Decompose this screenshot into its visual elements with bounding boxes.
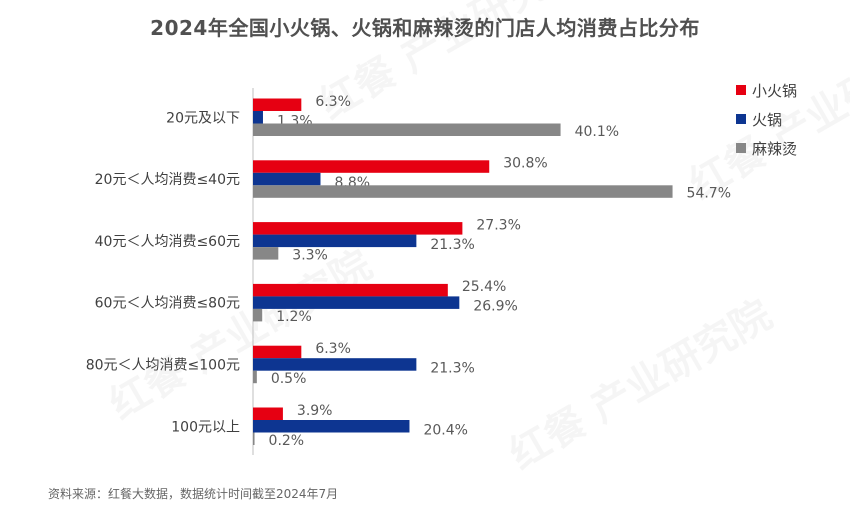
data-label: 21.3% (430, 237, 474, 253)
data-label: 6.3% (315, 341, 351, 357)
bar-麻辣烫 (253, 123, 561, 136)
legend-label: 麻辣烫 (752, 140, 797, 158)
category-label: 80元＜人均消费≤100元 (86, 357, 240, 373)
category-label: 20元及以下 (166, 110, 240, 126)
legend-label: 小火锅 (752, 82, 797, 100)
legend-swatch (736, 85, 746, 95)
data-label: 3.9% (297, 403, 333, 419)
legend-swatch (736, 114, 746, 124)
data-label: 6.3% (315, 94, 351, 110)
chart-title: 2024年全国小火锅、火锅和麻辣烫的门店人均消费占比分布 (150, 16, 700, 40)
category-label: 40元＜人均消费≤60元 (95, 234, 240, 250)
category-label: 100元以上 (171, 419, 240, 435)
bar-小火锅 (253, 98, 302, 111)
bar-火锅 (253, 111, 263, 124)
legend-label: 火锅 (752, 111, 782, 129)
bar-麻辣烫 (253, 432, 255, 445)
bar-小火锅 (253, 283, 448, 297)
data-label: 30.8% (503, 156, 547, 172)
bar-小火锅 (253, 407, 283, 420)
bar-火锅 (253, 172, 321, 186)
data-label: 1.2% (276, 309, 312, 325)
bar-麻辣烫 (253, 247, 279, 260)
data-label: 20.4% (423, 422, 467, 438)
data-label: 54.7% (687, 186, 731, 202)
data-label: 40.1% (575, 124, 619, 140)
data-label: 0.2% (269, 433, 305, 449)
bar-火锅 (253, 296, 460, 309)
category-label: 20元＜人均消费≤40元 (95, 172, 240, 188)
bar-小火锅 (253, 222, 463, 235)
bar-火锅 (253, 234, 417, 248)
watermark: 红餐 产业研究院 (312, 0, 590, 129)
bar-麻辣烫 (253, 370, 257, 384)
bar-麻辣烫 (253, 308, 263, 322)
data-label: 25.4% (462, 279, 506, 295)
bar-小火锅 (253, 345, 302, 359)
watermark: 红餐 产业研究院 (102, 242, 380, 429)
legend-swatch (736, 143, 746, 153)
bar-火锅 (253, 358, 417, 371)
bar-麻辣烫 (253, 185, 673, 198)
watermark: 红餐 产业研究院 (502, 292, 780, 479)
bar-火锅 (253, 420, 410, 433)
data-label: 26.9% (473, 299, 517, 315)
data-label: 27.3% (476, 217, 520, 233)
data-label: 0.5% (271, 371, 307, 387)
data-label: 21.3% (430, 360, 474, 376)
bar-小火锅 (253, 160, 490, 173)
data-label: 3.3% (292, 247, 328, 263)
category-label: 60元＜人均消费≤80元 (95, 296, 240, 312)
source-note: 资料来源：红餐大数据，数据统计时间截至2024年7月 (48, 487, 339, 501)
